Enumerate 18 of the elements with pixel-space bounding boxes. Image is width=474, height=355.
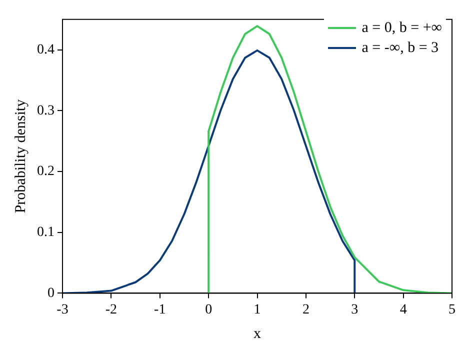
x-tick-label: 1 xyxy=(254,302,261,318)
x-tick-label: 4 xyxy=(400,302,407,318)
x-tick-label: 3 xyxy=(351,302,358,318)
y-tick-label: 0.1 xyxy=(37,225,54,240)
x-axis-title: x xyxy=(254,326,262,342)
y-tick-label: 0.3 xyxy=(37,103,54,118)
y-tick-label: 0.4 xyxy=(37,42,54,58)
x-tick-label: -3 xyxy=(56,302,68,318)
y-tick-label: 0.2 xyxy=(37,164,54,180)
x-tick-label: 5 xyxy=(448,302,456,318)
y-axis-title: Probability density xyxy=(12,98,29,214)
x-tick-label: -2 xyxy=(105,302,118,318)
y-tick-label: 0 xyxy=(48,286,54,301)
x-tick-label: 0 xyxy=(205,302,212,318)
x-tick-label: 2 xyxy=(302,302,310,318)
legend-label: a = -∞, b = 3 xyxy=(362,39,439,58)
x-tick-label: -1 xyxy=(154,302,166,318)
legend-label: a = 0, b = +∞ xyxy=(362,19,442,38)
